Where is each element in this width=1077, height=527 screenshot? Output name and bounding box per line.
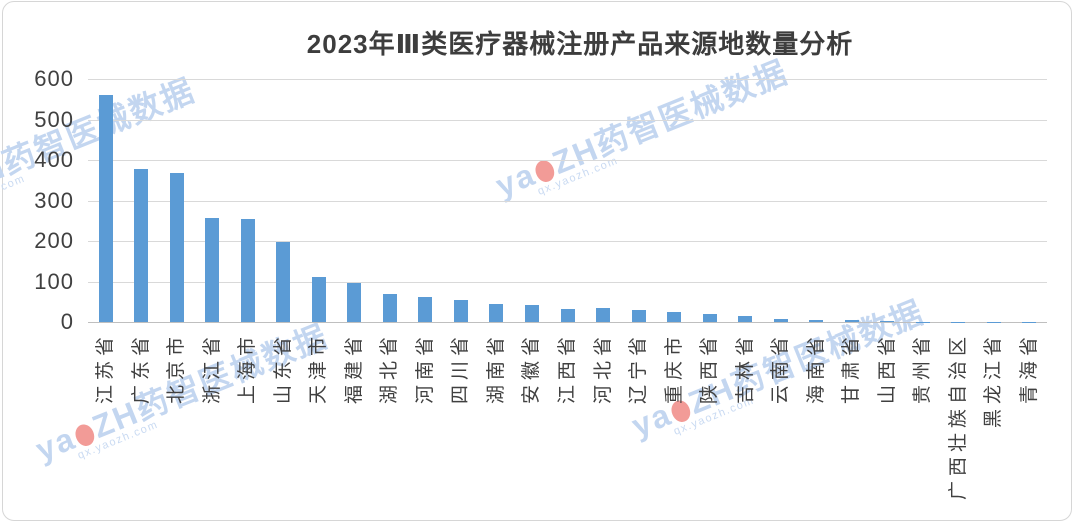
bar — [773, 319, 788, 322]
bar — [347, 283, 362, 322]
x-axis-label: 黑龙江省 — [983, 332, 1005, 429]
x-axis-label: 河北省 — [592, 332, 614, 405]
y-axis-tick-label: 400 — [34, 147, 74, 172]
bar — [240, 219, 255, 322]
bar — [98, 95, 113, 322]
y-axis-tick-label: 0 — [60, 309, 74, 334]
x-axis-label: 辽宁省 — [628, 332, 650, 405]
gridline — [88, 160, 1047, 161]
bar — [524, 305, 539, 322]
x-axis-label: 贵州省 — [912, 332, 934, 405]
gridline — [88, 241, 1047, 242]
y-axis-tick-label: 200 — [34, 228, 74, 253]
x-axis-label: 广东省 — [130, 332, 152, 405]
x-axis-label: 重庆市 — [663, 332, 685, 405]
x-axis-line — [88, 322, 1047, 323]
y-axis-tick-label: 300 — [34, 187, 74, 213]
gridline — [88, 200, 1047, 202]
x-axis-label: 山东省 — [272, 332, 294, 405]
y-axis-tick-label: 100 — [34, 268, 74, 294]
bar — [596, 308, 611, 322]
x-axis-label: 北京市 — [166, 332, 188, 405]
x-axis-label: 陕西省 — [699, 332, 721, 405]
x-axis-label: 广西壮族自治区 — [947, 332, 969, 501]
x-axis-label: 四川省 — [450, 332, 472, 405]
x-axis-label: 山西省 — [876, 332, 898, 405]
bar — [169, 172, 184, 322]
bar — [453, 299, 468, 322]
bar — [844, 319, 859, 322]
x-axis-label: 海南省 — [805, 332, 827, 405]
bar — [667, 312, 682, 322]
bar — [809, 319, 824, 322]
x-axis-label: 福建省 — [343, 332, 365, 405]
gridline — [88, 119, 1047, 121]
chart-title: 2023年Ⅲ类医疗器械注册产品来源地数量分析 — [306, 29, 854, 59]
x-axis-label: 江西省 — [557, 332, 578, 405]
bar — [205, 218, 220, 322]
bar — [489, 304, 504, 322]
x-axis-label: 安徽省 — [521, 332, 543, 405]
y-axis-tick-label: 500 — [34, 106, 74, 132]
x-axis-label: 天津市 — [308, 332, 330, 405]
x-axis-label: 河南省 — [414, 332, 436, 405]
x-axis-label: 甘肃省 — [841, 332, 863, 405]
x-axis-label: 上海市 — [237, 332, 259, 405]
x-axis-label: 湖南省 — [485, 332, 507, 405]
x-axis-label: 江苏省 — [95, 332, 117, 405]
bar — [276, 242, 291, 322]
x-axis-label: 青海省 — [1018, 332, 1040, 405]
gridline — [88, 281, 1047, 283]
bar — [560, 308, 575, 322]
bar — [418, 296, 433, 322]
bar — [738, 315, 753, 322]
bar — [880, 321, 895, 322]
bar — [311, 277, 326, 322]
x-axis-label: 湖北省 — [379, 332, 401, 405]
bar — [702, 313, 717, 322]
bar — [382, 293, 397, 322]
x-axis-label: 云南省 — [770, 332, 792, 405]
plot-area — [88, 79, 1047, 323]
bar — [631, 309, 646, 322]
bar — [134, 168, 149, 322]
x-axis-label: 浙江省 — [201, 332, 223, 405]
x-axis-label: 吉林省 — [734, 332, 756, 405]
y-axis-tick-label: 600 — [34, 66, 74, 91]
gridline — [88, 79, 1047, 80]
